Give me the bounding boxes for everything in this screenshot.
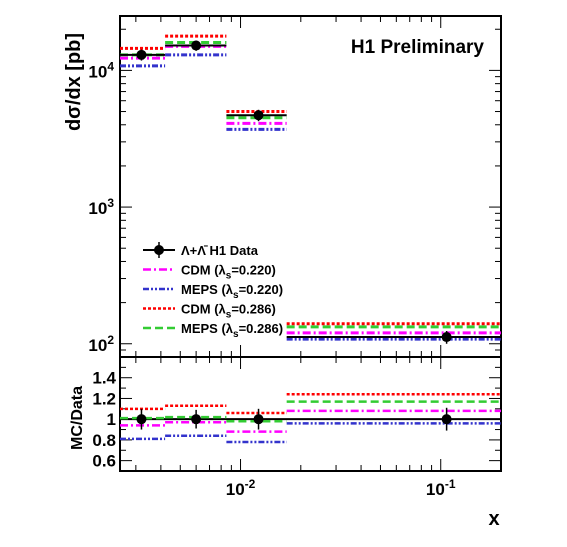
ratio-data-point [441,414,452,425]
ratio-frame [119,356,502,472]
legend: Λ+Λ̄ H1 Data CDM (λs=0.220)MEPS (λs=0.220… [143,242,283,340]
ratio-panel: 0.6 0.8 1 1.21.4 10-2 10-1 [92,356,502,499]
x-tick-label: 10-2 [226,477,256,499]
y-axis-label-ratio: MC/Data [69,386,86,450]
y-tick-label: 102 [88,333,114,355]
legend-data-marker [154,245,164,255]
ratio-data-point [191,414,202,425]
main-panel: 102 103 104 [88,15,502,358]
ratio-y-tick-label: 1.4 [92,369,116,388]
legend-label: CDM (λs=0.220) [181,263,276,282]
ratio-y-tick-label: 0.6 [92,452,116,471]
series-1 [120,53,501,341]
ratio-series-1 [120,422,501,444]
y-tick-label: 103 [88,196,114,218]
legend-label: CDM (λs=0.286) [181,302,276,321]
y-tick-label: 104 [88,59,114,81]
legend-label: MEPS (λs=0.220) [181,282,283,301]
ratio-data-point [253,414,264,425]
x-axis-label: x [488,508,499,530]
legend-label: MEPS (λs=0.286) [181,321,283,340]
main-frame [119,15,502,358]
ratio-data-point [136,414,147,425]
ratio-y-tick-label: 1.2 [92,389,116,408]
legend-data-label: Λ+Λ̄ H1 Data [181,243,259,258]
x-tick-label: 10-1 [426,477,456,499]
y-axis-label-main: dσ/dx [pb] [63,33,85,131]
data-point [191,40,202,51]
ratio-y-tick-label: 1 [107,410,116,429]
data-point [441,332,452,343]
ratio-series-2 [120,393,501,415]
series-0 [120,44,501,335]
data-point [253,110,264,121]
chart-annotation: H1 Preliminary [351,37,484,58]
ratio-y-tick-label: 0.8 [92,431,116,450]
data-point [136,49,147,60]
series-2 [120,34,501,326]
series-3 [120,40,501,329]
ratio-series-0 [120,409,501,433]
